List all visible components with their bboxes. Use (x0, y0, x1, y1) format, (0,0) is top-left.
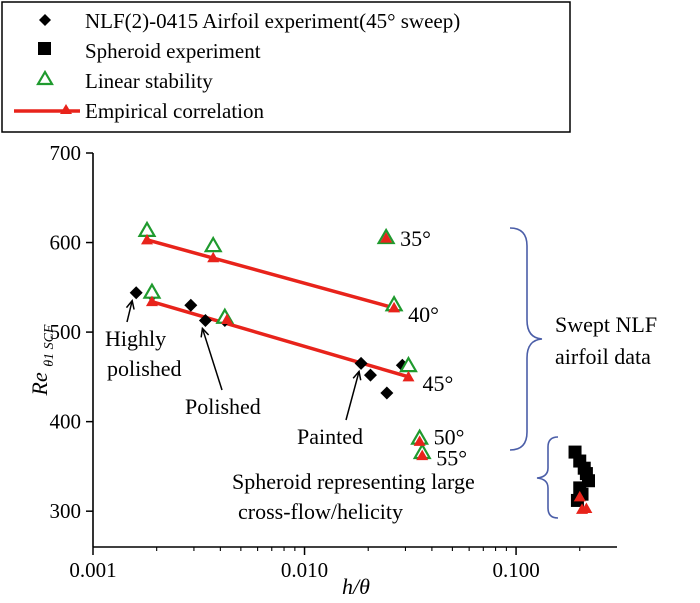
correlation-triangle-point (140, 233, 153, 245)
airfoil-diamond-point (198, 313, 212, 327)
legend-frame (1, 1, 571, 133)
y-tick-label: 500 (50, 320, 82, 344)
brace-swept-line2: airfoil data (555, 344, 651, 369)
surface-label: polished (107, 356, 182, 381)
linear-stability-triangle-point (203, 235, 223, 253)
x-ticks: 0.001 0.010 0.100 (69, 547, 581, 582)
legend-open-triangle-marker (36, 69, 54, 86)
markers (129, 220, 596, 514)
correlation-triangle-point (416, 449, 429, 461)
y-axis-label: Re θ1 SCF (27, 324, 57, 396)
y-ticks: 300 400 500 600 700 (50, 141, 93, 523)
y-tick-label: 600 (50, 231, 82, 255)
axes: 300 400 500 600 700 0.001 0.010 0.100 h/θ Re θ… (27, 141, 617, 599)
surface-arrow-shaft (201, 328, 223, 391)
sweep-angle-label: 50° (434, 425, 465, 450)
correlation-triangle-point (573, 490, 586, 502)
surface-arrow-shaft (345, 371, 360, 421)
sweep-angle-label: 40° (408, 302, 439, 327)
correlation-triangle-point (413, 435, 426, 446)
airfoil-diamond-point (380, 386, 394, 400)
x-tick-label: 0.001 (69, 558, 116, 582)
surface-arrow-head (200, 326, 210, 338)
correlation-triangle-point (145, 295, 158, 307)
sweep-angle-label: 55° (436, 446, 467, 471)
correlation-triangle-point (221, 313, 234, 325)
brace-spheroid-line2: cross-flow/helicity (238, 499, 403, 524)
surface-arrow-head (352, 369, 362, 381)
sweep-angle-label: 45° (422, 371, 453, 396)
legend-red-triangle-marker (60, 104, 72, 114)
x-tick-label: 0.010 (281, 558, 328, 582)
correlation-triangle-point (580, 502, 593, 513)
correlation-line-correlation-35-40 (146, 238, 395, 310)
legend: NLF(2)-0415 Airfoil experiment(45° sweep… (1, 1, 571, 133)
airfoil-diamond-point (363, 368, 377, 382)
legend-square-marker (38, 42, 51, 55)
svg-text:Re θ1 SCF: Re θ1 SCF (27, 324, 57, 396)
legend-label-correlation: Empirical correlation (85, 99, 265, 123)
y-tick-label: 300 (50, 499, 82, 523)
y-tick-label: 700 (50, 141, 82, 165)
correlation-lines (146, 238, 409, 379)
legend-diamond-marker (39, 14, 51, 26)
y-axis-label-main: Re (27, 372, 52, 396)
surface-arrow-shaft (126, 300, 133, 323)
brace-swept (509, 227, 543, 451)
brace-spheroid-line1: Spheroid representing large (232, 469, 475, 494)
x-tick-label: 0.100 (492, 558, 539, 582)
y-axis-label-sub: θ1 SCF (42, 324, 57, 367)
legend-entry-spheroid: Spheroid experiment (38, 39, 261, 63)
correlation-triangle-point (388, 301, 401, 313)
surface-label: Highly (105, 326, 166, 351)
airfoil-diamond-point (354, 356, 368, 370)
correlation-triangle-point (402, 370, 415, 382)
airfoil-diamond-point (129, 286, 143, 300)
legend-entry-linear-stability: Linear stability (36, 69, 213, 93)
correlation-line-correlation-45 (151, 299, 409, 379)
sweep-angle-label: 35° (400, 226, 431, 251)
correlation-triangle-point (207, 251, 220, 263)
legend-label-spheroid: Spheroid experiment (85, 39, 261, 63)
legend-entry-correlation: Empirical correlation (14, 99, 265, 123)
legend-label-linear-stability: Linear stability (85, 69, 213, 93)
surface-label: Painted (297, 424, 363, 449)
brace-swept-line1: Swept NLF (555, 312, 657, 337)
surface-arrow-head (125, 299, 135, 310)
legend-entry-airfoil: NLF(2)-0415 Airfoil experiment(45° sweep… (39, 9, 460, 33)
correlation-triangle-point (380, 232, 393, 243)
legend-label-airfoil: NLF(2)-0415 Airfoil experiment(45° sweep… (85, 9, 460, 33)
brace-spheroid (536, 436, 559, 519)
braces: Swept NLF airfoil data Spheroid represen… (232, 227, 657, 524)
surface-label: Polished (185, 394, 261, 419)
x-axis-label: h/θ (342, 574, 370, 599)
y-tick-label: 400 (50, 410, 82, 434)
airfoil-diamond-point (184, 298, 198, 312)
